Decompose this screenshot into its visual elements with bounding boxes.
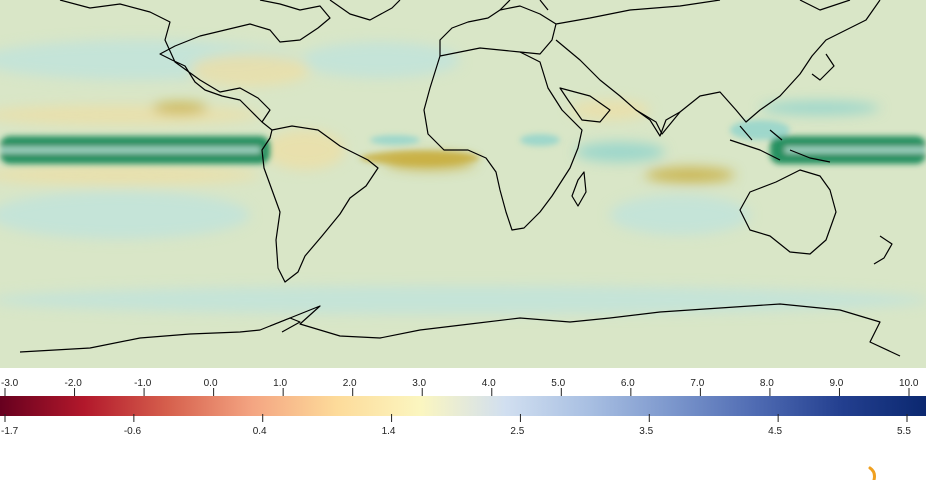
- colorbar-bottom-tick-label: 5.5: [897, 426, 911, 437]
- colorbar-top-tick-label: 6.0: [621, 378, 635, 389]
- field-band-north-pacific-west: [760, 101, 880, 115]
- field-band-north-atlantic: [300, 42, 460, 78]
- coastline-south-america: [261, 125, 379, 283]
- field-itcz-core-west: [785, 147, 926, 153]
- coastline-australia: [739, 169, 837, 255]
- field-band-warm-pool: [575, 142, 665, 162]
- coastlines: [19, 0, 901, 357]
- field-band-indian-south: [645, 167, 735, 183]
- colorbar-top-tick-label: 5.0: [551, 378, 565, 389]
- colorbar-top-tick-label: 9.0: [829, 378, 843, 389]
- colorbar-bottom-tick-label: 2.5: [510, 426, 524, 437]
- field-itcz-core-east: [0, 147, 260, 153]
- coastline-europe: [439, 5, 557, 56]
- colorbar-top-ticks: -3.0 -2.0 -1.0 0.0 1.0 2.0 3.0 4.0 5.0 6.0 7.0 8.0 9…: [1, 378, 919, 398]
- colorbar-top-tick-label: 2.0: [343, 378, 357, 389]
- loading-spinner-icon: [868, 466, 876, 480]
- field-band-indian-ocean: [610, 195, 750, 235]
- colorbar-bottom-tick-label: -0.6: [124, 426, 142, 437]
- colorbar-top-tick-label: -1.0: [134, 378, 152, 389]
- field-maritime-continent: [730, 120, 790, 140]
- coastline-africa: [423, 47, 583, 231]
- colorbar: -3.0 -2.0 -1.0 0.0 1.0 2.0 3.0 4.0 5.0 6.0 7.0 8.0 9…: [0, 378, 926, 437]
- coastline-new-zealand: [873, 235, 893, 265]
- colorbar-top-tick-label: 10.0: [899, 378, 919, 389]
- coastline-scandinavia: [499, 0, 549, 11]
- colorbar-bottom-tick-label: -1.7: [1, 426, 19, 437]
- colorbar-bottom-tick-label: 1.4: [382, 426, 396, 437]
- colorbar-bottom-ticks: -1.7 -0.6 0.4 1.4 2.5 3.5 4.5 5.5: [1, 414, 911, 437]
- coastline-north-america: [59, 0, 331, 131]
- colorbar-top-tick-label: -2.0: [65, 378, 83, 389]
- field-band-south-ocean: [0, 286, 926, 314]
- colorbar-bottom-tick-label: 3.5: [639, 426, 653, 437]
- coastline-indonesia: [729, 125, 831, 163]
- colorbar-top-tick-label: 3.0: [412, 378, 426, 389]
- field-band-tropical-south: [0, 165, 260, 185]
- field-band-south-pacific: [0, 191, 250, 239]
- field-band-pacific-north: [152, 102, 208, 114]
- coastline-greenland: [329, 0, 401, 21]
- coastline-antarctica: [19, 303, 901, 357]
- coastline-japan: [811, 53, 835, 81]
- coastline-madagascar: [571, 171, 587, 207]
- colorbar-top-tick-label: 8.0: [760, 378, 774, 389]
- field-atlantic-dry: [360, 151, 480, 165]
- colorbar-top-tick-label: -3.0: [1, 378, 19, 389]
- coastline-antarctic-peninsula: [269, 317, 301, 333]
- field-band-amazon: [265, 130, 345, 170]
- colorbar-top-tick-label: 0.0: [204, 378, 218, 389]
- anomaly-field: [0, 40, 926, 314]
- world-map: [0, 0, 926, 368]
- coastline-india: [635, 109, 681, 137]
- colorbar-top-tick-label: 4.0: [482, 378, 496, 389]
- colorbar-top-tick-label: 7.0: [690, 378, 704, 389]
- colorbar-bottom-tick-label: 4.5: [768, 426, 782, 437]
- coastline-asia: [555, 0, 881, 135]
- colorbar-top-tick-label: 1.0: [273, 378, 287, 389]
- field-east-africa: [520, 134, 560, 146]
- field-band-us: [190, 54, 310, 86]
- coastline-arabia: [559, 87, 611, 123]
- field-atlantic-wet: [370, 135, 420, 145]
- colorbar-bottom-tick-label: 0.4: [253, 426, 267, 437]
- colorbar-gradient: [0, 396, 926, 416]
